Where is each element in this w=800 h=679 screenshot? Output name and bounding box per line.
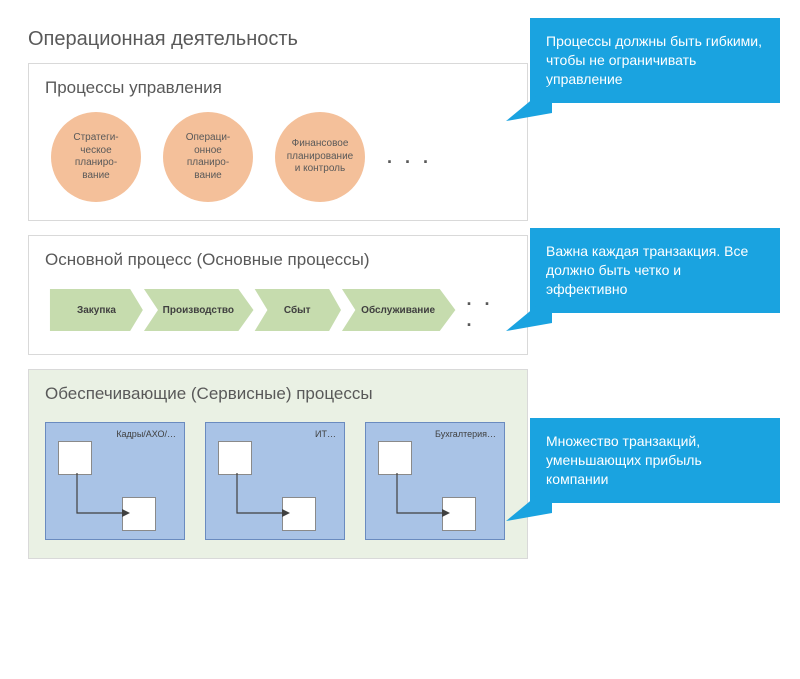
svc-square <box>378 441 412 475</box>
management-title: Процессы управления <box>45 78 511 98</box>
arrow-icon <box>236 473 292 521</box>
core-section: Основной процесс (Основные процессы) Зак… <box>28 235 528 355</box>
chevron-1: Производство <box>142 288 255 332</box>
mgmt-circle-2: Финансовоепланированиеи контроль <box>275 112 365 202</box>
service-title: Обеспечивающие (Сервисные) процессы <box>45 384 511 404</box>
core-chevrons: Закупка Производство Сбыт Обслуживание .… <box>45 284 511 336</box>
main-column: Операционная деятельность Процессы управ… <box>28 28 528 573</box>
svc-box-1: ИТ… <box>205 422 345 540</box>
svc-square <box>58 441 92 475</box>
arrow-icon <box>76 473 132 521</box>
chevron-2: Сбыт <box>253 288 342 332</box>
mgmt-circle-0: Стратеги-ческоепланиро-вание <box>51 112 141 202</box>
ellipsis-icon: . . . <box>387 147 432 168</box>
arrow-icon <box>396 473 452 521</box>
chevron-3: Обслуживание <box>340 288 457 332</box>
callout-2: Множество транзакций, уменьшающих прибыл… <box>530 418 780 503</box>
page-title: Операционная деятельность <box>28 28 528 51</box>
service-boxes: Кадры/АХО/… ИТ… Бухгалтерия… <box>45 418 511 540</box>
svc-box-2: Бухгалтерия… <box>365 422 505 540</box>
svc-box-0: Кадры/АХО/… <box>45 422 185 540</box>
mgmt-circle-1: Операци-онноепланиро-вание <box>163 112 253 202</box>
chevron-0: Закупка <box>49 288 144 332</box>
svc-square <box>218 441 252 475</box>
callout-1: Важна каждая транзакция. Все должно быть… <box>530 228 780 313</box>
service-section: Обеспечивающие (Сервисные) процессы Кадр… <box>28 369 528 559</box>
management-section: Процессы управления Стратеги-ческоеплани… <box>28 63 528 221</box>
core-title: Основной процесс (Основные процессы) <box>45 250 511 270</box>
management-circles: Стратеги-ческоепланиро-вание Операци-онн… <box>45 112 511 202</box>
callout-0: Процессы должны быть гибкими, чтобы не о… <box>530 18 780 103</box>
ellipsis-icon: . . . <box>466 289 511 331</box>
